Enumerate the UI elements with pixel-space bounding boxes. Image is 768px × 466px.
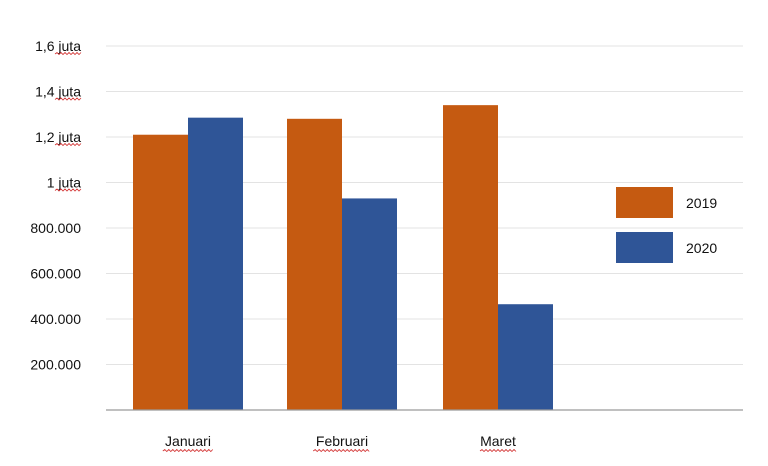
y-tick-label: 800.000 [30, 220, 81, 236]
legend-label: 2019 [686, 195, 717, 211]
y-tick-label: 1,6 juta [35, 38, 81, 54]
spellcheck-underline [162, 448, 214, 453]
legend-swatch-2019 [616, 187, 673, 218]
bar-maret-2020 [498, 304, 553, 410]
y-tick-label: 1,2 juta [35, 129, 81, 145]
bar-februari-2020 [342, 198, 397, 410]
legend-label: 2020 [686, 240, 717, 256]
spellcheck-underline [54, 188, 82, 192]
y-tick-label: 1 juta [47, 175, 81, 191]
y-axis-tick-labels: 200.000 400.000 600.000 800.000 1 juta 1,2 ju… [30, 38, 82, 373]
x-category-label: Maret [480, 433, 516, 449]
bar-januari-2020 [188, 117, 243, 410]
x-category-label: Februari [316, 433, 368, 449]
bars [133, 105, 553, 411]
legend-swatch-2020 [616, 232, 673, 263]
bar-maret-2019 [443, 105, 498, 411]
bar-februari-2019 [287, 118, 342, 411]
x-category-label: Januari [165, 433, 211, 449]
spellcheck-underline [54, 97, 82, 101]
legend: 2019 2020 [616, 187, 717, 263]
y-tick-label: 600.000 [30, 266, 81, 282]
spellcheck-underline [479, 448, 517, 453]
x-axis-category-labels: Januari Februari Maret [162, 433, 517, 453]
spellcheck-underline [312, 448, 370, 453]
spellcheck-underline [54, 51, 82, 56]
bar-januari-2019 [133, 134, 188, 410]
y-tick-label: 400.000 [30, 311, 81, 327]
y-tick-label: 1,4 juta [35, 84, 81, 100]
y-tick-label: 200.000 [30, 357, 81, 373]
spellcheck-underline [54, 142, 82, 147]
